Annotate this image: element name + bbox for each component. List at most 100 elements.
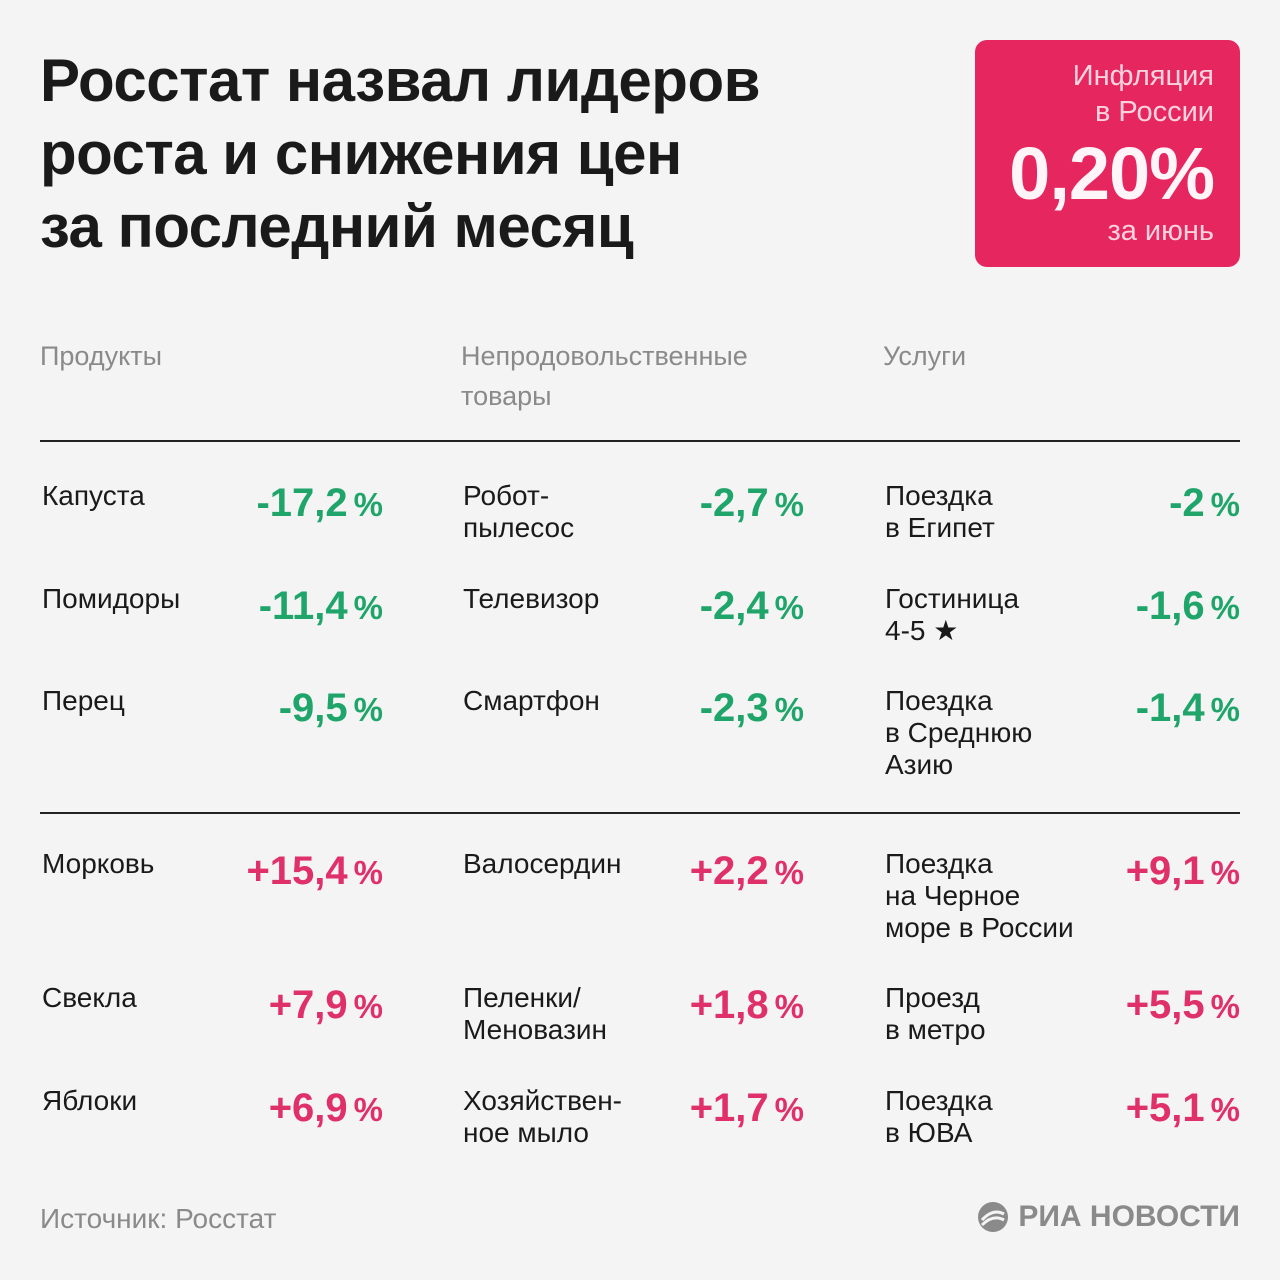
item-name: Гостиница 4-5 ★ (885, 583, 1019, 647)
change-number: +9,1 (1125, 849, 1205, 893)
item-change-value: +5,1% (1126, 1086, 1240, 1132)
item-name-line: Азию (885, 749, 954, 780)
percent-sign: % (774, 589, 804, 626)
item-change-value: -9,5% (279, 686, 383, 732)
title-line: за последний месяц (40, 193, 634, 260)
item-name-line: Валосердин (463, 848, 622, 879)
item-change-value: +1,7% (690, 1086, 804, 1132)
column-header-services: Услуги (883, 341, 967, 371)
badge-value: 0,20% (1009, 132, 1215, 215)
item-name-line: Свекла (42, 982, 137, 1013)
item-change-value: +1,8% (690, 983, 804, 1029)
item-change-value: -1,6% (1136, 584, 1240, 630)
item-name: Валосердин (463, 848, 621, 880)
ria-logo: РИА НОВОСТИ (976, 1200, 1240, 1234)
item-name-line: Пеленки/ (463, 982, 581, 1013)
item-name-line: в метро (885, 1014, 986, 1045)
item-change-value: +15,4% (246, 849, 383, 895)
percent-sign: % (1210, 854, 1240, 891)
change-number: -2,7 (699, 481, 769, 525)
percent-sign: % (1210, 486, 1240, 523)
percent-sign: % (774, 691, 804, 728)
percent-sign: % (353, 589, 383, 626)
item-name: Телевизор (463, 583, 599, 615)
percent-sign: % (353, 1091, 383, 1128)
change-number: -17,2 (256, 481, 348, 525)
percent-sign: % (1210, 988, 1240, 1025)
page-title: Росстат назвал лидеров роста и снижения … (40, 44, 920, 263)
item-name-line: Хозяйствен- (463, 1085, 623, 1116)
item-name-line: Меновазин (463, 1014, 608, 1045)
item-name-line: Помидоры (42, 583, 181, 614)
change-number: +6,9 (268, 1086, 348, 1130)
item-name-line: Робот- (463, 480, 550, 511)
item-name-line: Капуста (42, 480, 145, 511)
item-name: Хозяйствен-ное мыло (463, 1085, 622, 1149)
divider (40, 440, 1240, 442)
badge-period: за июнь (1107, 215, 1214, 247)
item-name: Пеленки/Меновазин (463, 982, 607, 1046)
divider (40, 812, 1240, 814)
item-name: Проезд в метро (885, 982, 986, 1046)
item-name-line: пылесос (463, 512, 575, 543)
logo-text: РИА НОВОСТИ (1018, 1200, 1240, 1233)
item-name-line: Яблоки (42, 1085, 138, 1116)
item-name-line: 4-5 ★ (885, 615, 959, 646)
change-number: +15,4 (246, 849, 348, 893)
inflation-badge: Инфляция в России 0,20% за июнь (975, 40, 1240, 267)
item-change-value: -2,4% (700, 584, 804, 630)
item-change-value: -2,7% (700, 481, 804, 527)
change-number: +1,8 (689, 983, 769, 1027)
change-number: -1,4 (1135, 686, 1205, 730)
change-number: -2,4 (699, 584, 769, 628)
percent-sign: % (774, 988, 804, 1025)
item-change-value: -17,2% (256, 481, 383, 527)
change-number: -11,4 (258, 584, 348, 628)
item-name-line: Поездка (885, 848, 993, 879)
column-header-products: Продукты (40, 341, 162, 371)
item-change-value: +5,5% (1126, 983, 1240, 1029)
change-number: -2 (1169, 481, 1205, 525)
percent-sign: % (353, 486, 383, 523)
item-name-line: Морковь (42, 848, 155, 879)
item-name-line: Перец (42, 685, 125, 716)
source-note: Источник: Росстат (40, 1203, 277, 1234)
ria-logo-icon (978, 1202, 1009, 1232)
item-name: Свекла (42, 982, 137, 1014)
item-name-line: ное мыло (463, 1117, 589, 1148)
percent-sign: % (1210, 1091, 1240, 1128)
item-name: Перец (42, 685, 125, 717)
change-number: +7,9 (268, 983, 348, 1027)
percent-sign: % (353, 988, 383, 1025)
percent-sign: % (353, 691, 383, 728)
change-number: +2,2 (689, 849, 769, 893)
percent-sign: % (353, 854, 383, 891)
item-name: Поездка в Среднюю Азию (885, 685, 1032, 781)
item-name: Поездка в ЮВА (885, 1085, 993, 1149)
change-number: +1,7 (689, 1086, 769, 1130)
percent-sign: % (1210, 691, 1240, 728)
item-name-line: Проезд (885, 982, 980, 1013)
item-name-line: Гостиница (885, 583, 1020, 614)
item-change-value: +7,9% (269, 983, 383, 1029)
change-number: -1,6 (1135, 584, 1205, 628)
item-name: Поездка на Черное море в России (885, 848, 1074, 944)
percent-sign: % (774, 854, 804, 891)
change-number: -2,3 (699, 686, 769, 730)
badge-label: в России (1094, 96, 1214, 128)
item-change-value: +9,1% (1126, 849, 1240, 895)
item-change-value: -1,4% (1136, 686, 1240, 732)
change-number: +5,1 (1125, 1086, 1205, 1130)
change-number: +5,5 (1125, 983, 1205, 1027)
item-name: Поездка в Египет (885, 480, 995, 544)
item-name: Яблоки (42, 1085, 137, 1117)
title-line: роста и снижения цен (40, 120, 682, 187)
item-name-line: Поездка (885, 1085, 993, 1116)
item-change-value: +6,9% (269, 1086, 383, 1132)
item-name-line: в Среднюю (885, 717, 1033, 748)
title-line: Росстат назвал лидеров (40, 47, 761, 114)
item-name-line: море в России (885, 912, 1074, 943)
item-name: Морковь (42, 848, 154, 880)
percent-sign: % (1210, 589, 1240, 626)
item-name-line: Телевизор (463, 583, 600, 614)
